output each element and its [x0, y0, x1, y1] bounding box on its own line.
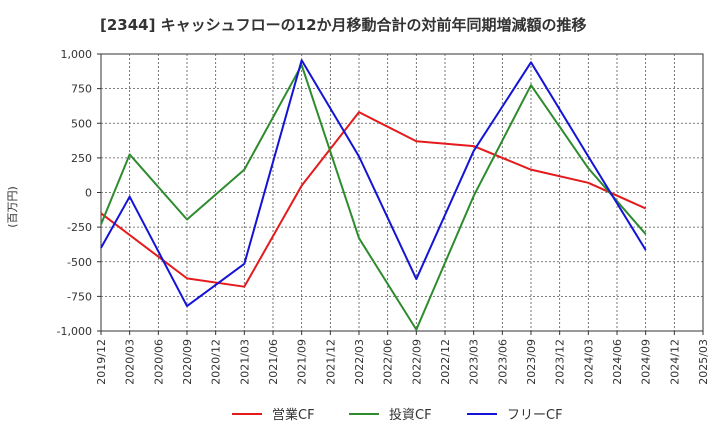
y-tick-label: 1,000: [61, 48, 93, 61]
x-tick-label: 2020/12: [210, 339, 223, 385]
x-tick-label: 2022/09: [410, 339, 423, 385]
x-tick-label: 2024/06: [611, 339, 624, 385]
x-tick-label: 2020/03: [124, 339, 137, 385]
x-tick-label: 2023/09: [525, 339, 538, 385]
y-tick-label: -250: [67, 221, 92, 234]
y-tick-label: -1,000: [57, 325, 92, 338]
y-tick-label: 500: [71, 117, 92, 130]
series-line-2: [100, 64, 647, 331]
x-tick-label: 2022/06: [382, 339, 395, 385]
x-tick-label: 2024/09: [640, 339, 653, 385]
x-tick-label: 2020/09: [181, 339, 194, 385]
y-tick-label: -750: [67, 290, 92, 303]
x-tick-label: 2023/03: [468, 339, 481, 385]
x-tick-label: 2021/06: [267, 339, 280, 385]
x-tick-label: 2021/12: [324, 339, 337, 385]
legend-label-1: 営業CF: [272, 407, 315, 423]
x-tick-label: 2021/03: [238, 339, 251, 385]
series-line-1: [100, 111, 647, 288]
y-tick-label: 250: [71, 152, 92, 165]
legend-label-3: フリーCF: [507, 408, 563, 423]
x-tick-label: 2023/06: [496, 339, 509, 385]
y-tick-label: -500: [67, 256, 92, 269]
y-axis-label: (百万円): [6, 186, 19, 228]
chart-title: [2344] キャッシュフローの12か月移動合計の対前年同期増減額の推移: [100, 16, 587, 34]
series-line-3: [100, 59, 647, 308]
y-tick-label: 0: [85, 187, 92, 200]
plot-area: 1,000 750 500 250 0 -250 -500 -750 -1,0002019/12…: [57, 48, 710, 385]
x-tick-label: 2025/03: [697, 339, 710, 385]
x-tick-label: 2021/09: [296, 339, 309, 385]
x-tick-label: 2020/06: [152, 339, 165, 385]
x-tick-label: 2024/12: [668, 339, 681, 385]
legend-label-2: 投資CF: [389, 407, 432, 423]
x-tick-label: 2024/03: [582, 339, 595, 385]
x-tick-label: 2023/12: [554, 339, 567, 385]
legend: 営業CF 投資CF フリーCF: [232, 407, 563, 423]
x-tick-label: 2022/12: [439, 339, 452, 385]
x-tick-label: 2019/12: [95, 339, 108, 385]
x-tick-label: 2022/03: [353, 339, 366, 385]
y-tick-label: 750: [71, 83, 92, 96]
